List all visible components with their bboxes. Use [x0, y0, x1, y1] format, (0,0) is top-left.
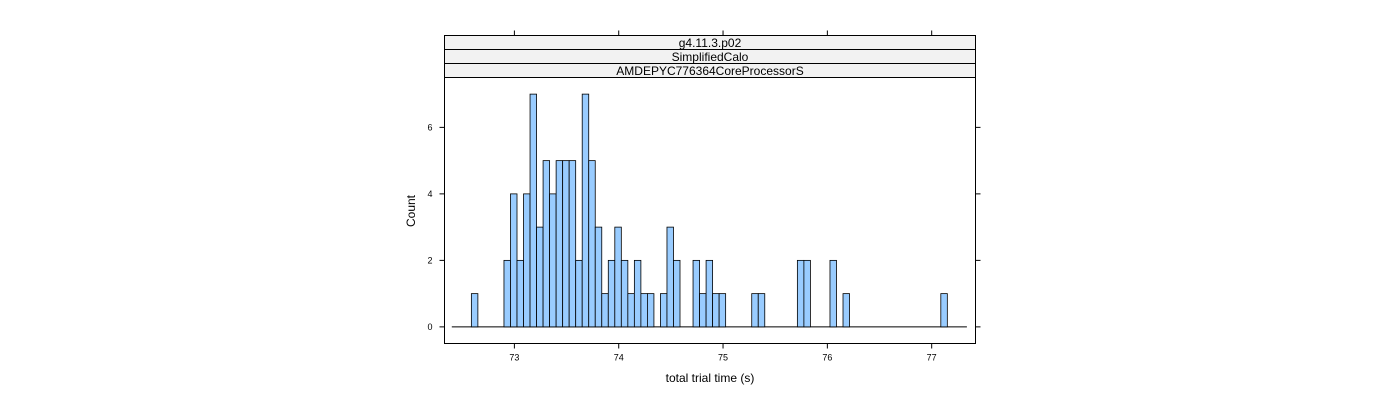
- y-axis-title: Count: [404, 194, 418, 227]
- histogram-bar: [549, 193, 557, 328]
- histogram-bar: [542, 160, 551, 328]
- y-tick-label: 2: [427, 255, 432, 265]
- histogram-bar: [555, 160, 564, 328]
- x-axis-title: total trial time (s): [666, 371, 755, 385]
- x-tick-label: 77: [927, 353, 937, 363]
- histogram-bar: [829, 259, 837, 328]
- histogram-bar: [640, 293, 648, 328]
- histogram-bar: [692, 259, 700, 328]
- y-tick-label: 4: [427, 189, 432, 199]
- histogram-bar: [796, 259, 805, 328]
- histogram-bar: [536, 226, 544, 328]
- histogram-bar: [699, 293, 707, 328]
- histogram-bar: [568, 160, 577, 328]
- histogram-bar: [470, 293, 479, 328]
- histogram-bar: [940, 293, 948, 328]
- strip-group: g4.11.3.p02 SimplifiedCalo AMDEPYC776364…: [444, 35, 976, 78]
- histogram-bar: [620, 259, 629, 328]
- strip-3-label: AMDEPYC776364CoreProcessorS: [616, 64, 803, 78]
- histogram-bar: [718, 293, 727, 328]
- histogram-bar: [614, 226, 622, 328]
- y-tick-label: 6: [427, 122, 432, 132]
- histogram-bar: [562, 160, 570, 328]
- histogram-bar: [607, 259, 616, 328]
- histogram-bar: [842, 293, 850, 328]
- histogram-bar: [510, 193, 518, 328]
- histogram-bar: [594, 226, 603, 328]
- histogram-bar: [627, 293, 635, 328]
- histogram-bar: [516, 259, 524, 328]
- histogram-bar: [660, 293, 668, 328]
- histogram-bar: [757, 293, 766, 328]
- histogram-bar: [523, 193, 531, 328]
- histogram-bar: [666, 226, 674, 328]
- histogram-bar: [803, 259, 811, 328]
- histogram-bars: [470, 93, 948, 328]
- x-tick-label: 74: [614, 353, 624, 363]
- histogram-bar: [529, 93, 537, 328]
- histogram-bar: [575, 259, 583, 328]
- histogram-bar: [581, 93, 590, 328]
- plot-frame: [444, 77, 976, 344]
- x-tick-label: 73: [509, 353, 519, 363]
- strip-1-label: g4.11.3.p02: [679, 36, 742, 50]
- histogram-bar: [705, 259, 714, 328]
- x-tick-label: 75: [718, 353, 728, 363]
- strip-2-label: SimplifiedCalo: [672, 50, 749, 64]
- y-axis: 0 2 4 6: [427, 122, 981, 332]
- histogram-bar: [673, 259, 681, 328]
- y-tick-label: 0: [427, 322, 432, 332]
- histogram-bar: [503, 259, 511, 328]
- histogram-bar: [751, 293, 759, 328]
- x-axis: 73 74 75 76 77: [509, 30, 937, 363]
- histogram-bar: [647, 293, 655, 328]
- histogram-bar: [588, 160, 596, 328]
- x-tick-label: 76: [822, 353, 832, 363]
- histogram-bar: [712, 293, 720, 328]
- histogram-bar: [633, 259, 642, 328]
- histogram-bar: [601, 293, 609, 328]
